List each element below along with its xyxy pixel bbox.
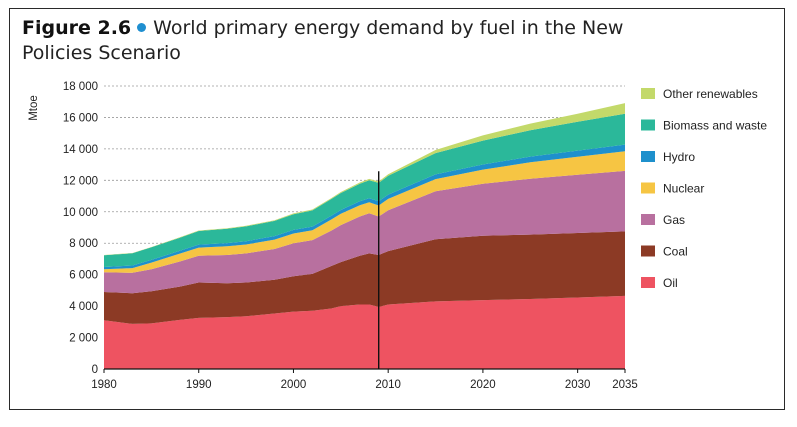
legend-label-hydro: Hydro bbox=[663, 150, 695, 164]
area-biomass-and-waste bbox=[104, 113, 625, 267]
x-tick-label: 1990 bbox=[186, 379, 212, 391]
figure-title-block: Figure 2.6 World primary energy demand by… bbox=[22, 16, 642, 66]
area-series bbox=[104, 103, 625, 369]
y-tick-label: 14 000 bbox=[63, 144, 98, 156]
legend-label-other-renewables: Other renewables bbox=[663, 87, 758, 101]
legend-label-nuclear: Nuclear bbox=[663, 182, 704, 196]
y-tick-label: 6 000 bbox=[69, 270, 98, 282]
axes: 0 2 000 4 000 6 000 8 000 10 000 12 000 14 000 1… bbox=[28, 81, 638, 391]
y-tick-label: 16 000 bbox=[63, 112, 98, 124]
y-tick-label: 2 000 bbox=[69, 333, 98, 345]
legend-swatch-nuclear bbox=[641, 182, 655, 194]
figure-label: Figure 2.6 bbox=[22, 17, 132, 39]
legend-swatch-gas bbox=[641, 214, 655, 225]
bullet-icon bbox=[137, 23, 147, 32]
x-tick-label: 2030 bbox=[565, 379, 591, 391]
area-gas bbox=[104, 170, 625, 294]
figure-frame bbox=[9, 8, 785, 410]
legend-swatch-coal bbox=[641, 245, 655, 257]
area-hydro bbox=[104, 144, 625, 270]
area-other-renewables bbox=[104, 103, 625, 256]
x-tick-label: 2035 bbox=[612, 379, 638, 391]
y-axis-unit: Mtoe bbox=[28, 95, 40, 121]
y-tick-label: 4 000 bbox=[69, 301, 98, 313]
legend-label-coal: Coal bbox=[663, 245, 688, 259]
y-tick-label: 0 bbox=[92, 364, 98, 376]
y-tick-label: 12 000 bbox=[63, 175, 98, 187]
y-tick-label: 18 000 bbox=[63, 81, 98, 93]
legend-swatch-biomass-and-waste bbox=[641, 119, 655, 131]
y-tick-label: 8 000 bbox=[69, 238, 98, 250]
x-tick-label: 1980 bbox=[91, 379, 117, 391]
area-oil bbox=[104, 295, 625, 369]
x-tick-label: 2000 bbox=[281, 379, 307, 391]
x-tick-label: 2020 bbox=[470, 379, 496, 391]
legend-swatch-hydro bbox=[641, 151, 655, 162]
figure-title: World primary energy demand by fuel in t… bbox=[22, 17, 624, 64]
legend-label-biomass-and-waste: Biomass and waste bbox=[663, 119, 767, 133]
x-tick-label: 2010 bbox=[375, 379, 401, 391]
legend: Other renewables Biomass and waste Hydro Nu… bbox=[641, 87, 767, 290]
legend-swatch-oil bbox=[641, 277, 655, 288]
legend-label-gas: Gas bbox=[663, 213, 685, 227]
legend-swatch-other-renewables bbox=[641, 88, 655, 99]
legend-label-oil: Oil bbox=[663, 276, 678, 290]
area-nuclear bbox=[104, 151, 625, 273]
area-coal bbox=[104, 231, 625, 324]
y-tick-label: 10 000 bbox=[63, 207, 98, 219]
